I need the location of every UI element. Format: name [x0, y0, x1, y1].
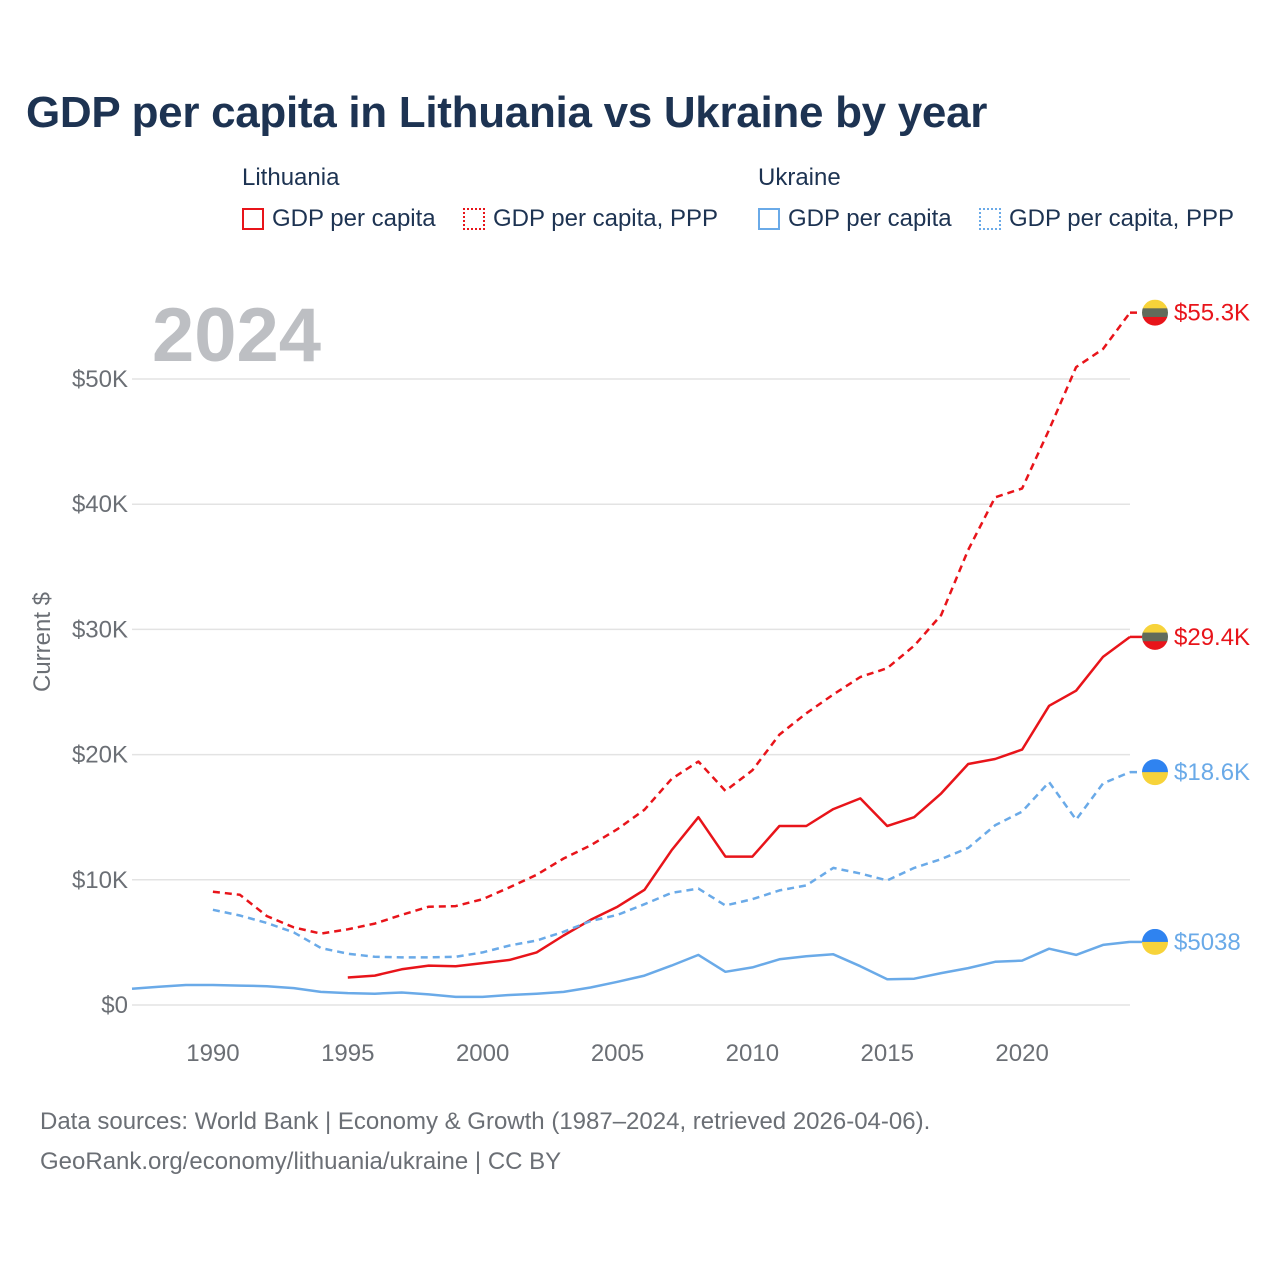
- legend-title-ukraine: Ukraine: [758, 164, 841, 191]
- y-tick-label: $0: [101, 992, 128, 1019]
- legend-item-ukraine-gdp[interactable]: GDP per capita: [758, 205, 952, 233]
- y-tick-label: $50K: [72, 366, 128, 393]
- series-line-lithuania-gdp: [347, 635, 1131, 979]
- lithuania-flag-marker: [1142, 623, 1168, 650]
- y-axis-title: Current $: [29, 592, 56, 692]
- y-tick-label: $20K: [72, 742, 128, 769]
- legend-label-lithuania-gdp: GDP per capita: [272, 205, 436, 232]
- y-tick-label: $10K: [72, 867, 128, 894]
- x-tick-label: 2010: [726, 1040, 779, 1067]
- legend-label-ukraine-ppp: GDP per capita, PPP: [1009, 205, 1234, 232]
- x-tick-label: 2000: [456, 1040, 509, 1067]
- ukraine-flag-marker: [1142, 759, 1168, 786]
- legend-label-ukraine-gdp: GDP per capita: [788, 205, 952, 232]
- chart-title: GDP per capita in Lithuania vs Ukraine b…: [26, 88, 988, 137]
- lithuania-flag-marker: [1142, 299, 1168, 326]
- ukraine-flag-marker: [1142, 928, 1168, 955]
- x-tick-label: 2015: [861, 1040, 914, 1067]
- year-overlay: 2024: [152, 293, 322, 378]
- series-line-ukraine-gdp: [131, 940, 1131, 999]
- series-end-label: $18.6K: [1174, 759, 1250, 786]
- legend-title-lithuania: Lithuania: [242, 164, 340, 191]
- x-tick-label: 1990: [186, 1040, 239, 1067]
- footer-credit: GeoRank.org/economy/lithuania/ukraine | …: [40, 1148, 562, 1175]
- legend-swatch-lithuania-gdp: [242, 208, 264, 230]
- series-end-label: $29.4K: [1174, 624, 1250, 651]
- legend-label-lithuania-ppp: GDP per capita, PPP: [493, 205, 718, 232]
- y-tick-label: $30K: [72, 616, 128, 643]
- legend-swatch-ukraine-gdp: [758, 208, 780, 230]
- legend-item-ukraine-ppp[interactable]: GDP per capita, PPP: [979, 205, 1234, 233]
- x-tick-label: 2020: [995, 1040, 1048, 1067]
- legend-item-lithuania-gdp[interactable]: GDP per capita: [242, 205, 436, 233]
- series-end-label: $5038: [1174, 929, 1241, 956]
- series-line-lithuania-ppp: [212, 311, 1132, 935]
- footer-sources: Data sources: World Bank | Economy & Gro…: [40, 1108, 931, 1135]
- legend-item-lithuania-ppp[interactable]: GDP per capita, PPP: [463, 205, 718, 233]
- x-tick-label: 1995: [321, 1040, 374, 1067]
- x-tick-label: 2005: [591, 1040, 644, 1067]
- series-line-ukraine-ppp: [212, 770, 1131, 959]
- legend-swatch-ukraine-ppp: [979, 208, 1001, 230]
- series-end-label: $55.3K: [1174, 300, 1250, 327]
- legend-swatch-lithuania-ppp: [463, 208, 485, 230]
- y-tick-label: $40K: [72, 491, 128, 518]
